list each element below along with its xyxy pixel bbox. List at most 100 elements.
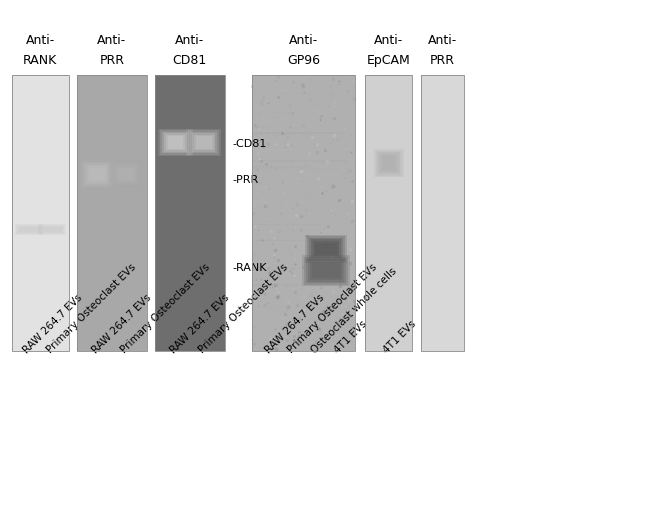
Text: EpCAM: EpCAM	[367, 54, 411, 67]
Bar	[19, 227, 39, 232]
Bar	[252, 319, 350, 320]
Bar	[374, 149, 404, 177]
Bar	[159, 128, 193, 156]
Bar	[365, 75, 412, 351]
Bar	[40, 226, 63, 233]
Bar	[190, 132, 217, 153]
Bar	[12, 75, 69, 351]
Text: RAW 264.7 EVs: RAW 264.7 EVs	[91, 292, 153, 355]
Bar	[252, 198, 327, 199]
Text: -RANK: -RANK	[233, 263, 267, 273]
Bar	[81, 160, 115, 188]
Text: -CD81: -CD81	[233, 139, 267, 149]
Bar	[305, 235, 347, 263]
Bar	[109, 160, 143, 188]
Bar	[308, 260, 344, 282]
Text: Primary Osteoclast EVs: Primary Osteoclast EVs	[197, 262, 290, 355]
Bar	[312, 263, 341, 279]
Text: -PRR: -PRR	[233, 175, 259, 185]
Bar	[38, 224, 66, 235]
Bar	[252, 146, 314, 147]
Bar	[164, 133, 187, 152]
Bar	[155, 75, 225, 351]
Bar	[252, 201, 336, 202]
Text: Primary Osteoclast EVs: Primary Osteoclast EVs	[119, 262, 212, 355]
Bar	[309, 238, 343, 260]
Bar	[306, 259, 346, 283]
Text: RAW 264.7 EVs: RAW 264.7 EVs	[22, 292, 84, 355]
Bar	[252, 75, 355, 351]
Bar	[252, 132, 343, 134]
Text: PRR: PRR	[99, 54, 124, 67]
Bar	[88, 167, 107, 182]
Text: Anti-: Anti-	[374, 35, 403, 47]
Bar	[118, 168, 133, 181]
Bar	[39, 225, 64, 234]
Text: Anti-: Anti-	[25, 35, 55, 47]
Text: 4T1 EVs: 4T1 EVs	[382, 318, 419, 355]
Text: Anti-: Anti-	[428, 35, 458, 47]
Bar	[90, 168, 105, 181]
Bar	[166, 135, 185, 150]
Bar	[252, 239, 320, 241]
Bar	[15, 224, 43, 235]
Text: GP96: GP96	[287, 54, 320, 67]
Bar	[252, 340, 346, 341]
Bar	[304, 257, 348, 285]
Bar	[252, 75, 355, 351]
Bar	[252, 126, 283, 128]
Bar	[380, 154, 398, 172]
Bar	[168, 136, 183, 149]
Bar	[378, 152, 400, 174]
Text: RAW 264.7 EVs: RAW 264.7 EVs	[263, 292, 326, 355]
Bar	[252, 267, 316, 269]
Text: RANK: RANK	[23, 54, 57, 67]
Bar	[252, 166, 311, 168]
Bar	[252, 239, 311, 240]
Bar	[188, 130, 219, 155]
Bar	[252, 288, 329, 289]
Bar	[18, 226, 40, 233]
Bar	[16, 225, 42, 234]
Bar	[252, 114, 322, 115]
Bar	[365, 75, 412, 351]
Text: CD81: CD81	[173, 54, 207, 67]
Bar	[315, 243, 337, 255]
Text: 4T1 EVs: 4T1 EVs	[332, 318, 369, 355]
Bar	[86, 165, 109, 184]
Bar	[302, 255, 350, 286]
Bar	[307, 236, 345, 261]
Bar	[252, 160, 349, 162]
Bar	[192, 133, 215, 152]
Bar	[42, 227, 62, 232]
Bar	[114, 165, 137, 184]
Bar	[196, 136, 211, 149]
Bar	[155, 75, 225, 351]
Bar	[310, 262, 343, 280]
Bar	[252, 149, 350, 151]
Text: Primary Osteoclast EVs: Primary Osteoclast EVs	[286, 262, 379, 355]
Bar	[77, 75, 147, 351]
Bar	[252, 284, 322, 286]
Bar	[252, 307, 337, 309]
Bar	[84, 164, 111, 185]
Bar	[252, 310, 301, 311]
Bar	[382, 155, 396, 171]
Bar	[77, 75, 147, 351]
Bar	[194, 135, 213, 150]
Text: PRR: PRR	[430, 54, 455, 67]
Text: RAW 264.7 EVs: RAW 264.7 EVs	[169, 292, 231, 355]
Bar	[252, 279, 313, 280]
Bar	[252, 221, 298, 222]
Text: Anti-: Anti-	[98, 35, 126, 47]
Bar	[421, 75, 464, 351]
Bar	[187, 128, 221, 156]
Bar	[83, 162, 113, 187]
Bar	[252, 327, 354, 329]
Bar	[252, 93, 334, 94]
Text: Anti-: Anti-	[175, 35, 204, 47]
Bar	[161, 130, 191, 155]
Bar	[421, 75, 464, 351]
Bar	[252, 306, 307, 308]
Text: Primary Osteoclast EVs: Primary Osteoclast EVs	[45, 262, 138, 355]
